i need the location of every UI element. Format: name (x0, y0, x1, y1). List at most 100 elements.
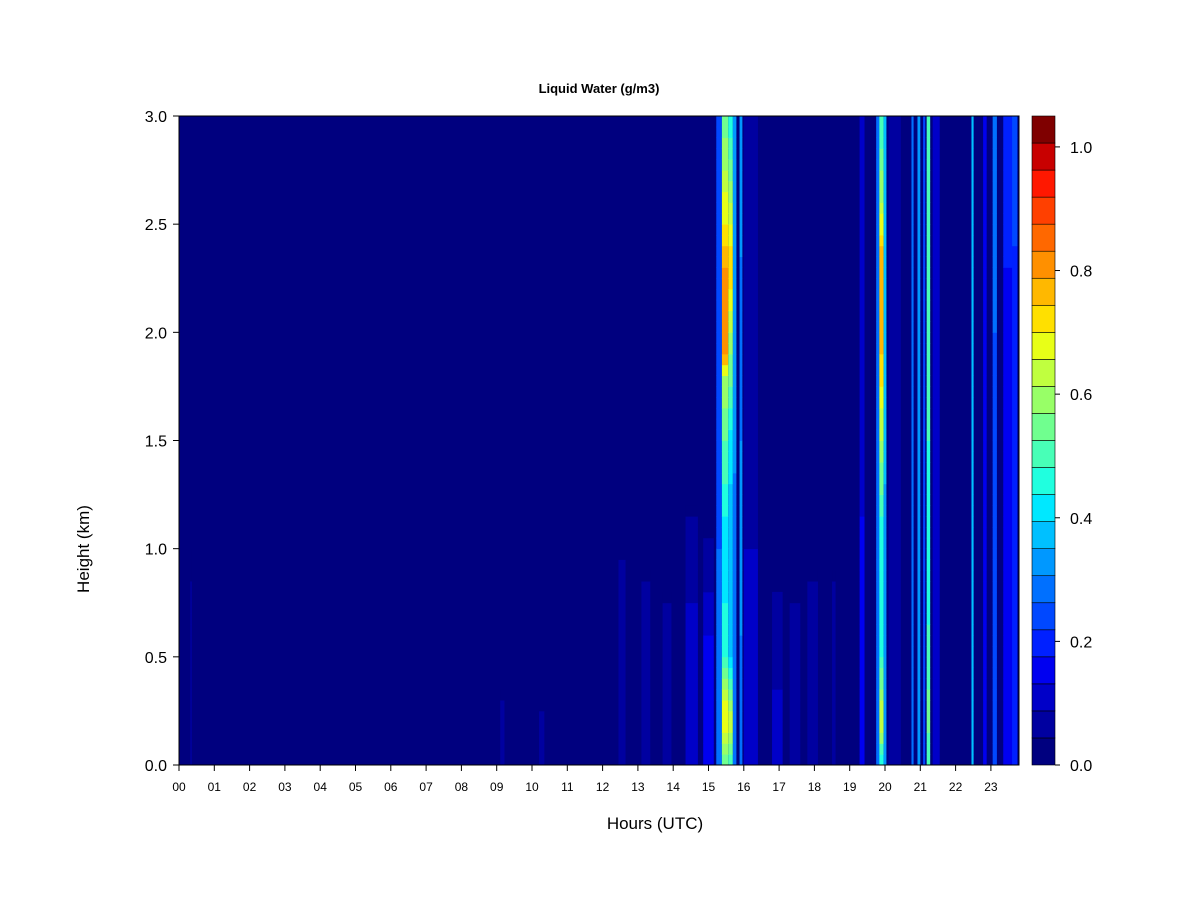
colorbar-swatch (1031, 169, 1056, 198)
heatmap-cell (739, 754, 743, 766)
heatmap-cell (971, 353, 974, 366)
colorbar-swatch (1031, 710, 1056, 739)
heatmap-cell (641, 624, 651, 636)
heatmap-cell (1012, 310, 1018, 322)
heatmap-cell (1003, 613, 1014, 625)
heatmap-cell (743, 278, 758, 290)
heatmap-cell (716, 386, 722, 398)
heatmap-cell (743, 234, 758, 247)
heatmap-cell (728, 418, 733, 431)
heatmap-cell (926, 148, 931, 160)
heatmap-cell (888, 429, 901, 441)
heatmap-cell (743, 656, 758, 669)
heatmap-cell (743, 375, 758, 387)
colorbar-swatch (1031, 521, 1056, 549)
heatmap-cell (772, 754, 783, 766)
heatmap-cell (703, 667, 714, 679)
heatmap-cell (721, 581, 729, 593)
heatmap-cell (876, 591, 882, 604)
heatmap-cell (685, 505, 698, 517)
heatmap-cell (1012, 332, 1018, 344)
heatmap-cell (911, 213, 914, 225)
heatmap-cell (923, 343, 926, 355)
heatmap-cell (1012, 213, 1018, 225)
heatmap-cell (971, 483, 974, 495)
heatmap-cell (732, 353, 737, 366)
heatmap-cell (807, 743, 818, 755)
heatmap-cell (888, 256, 901, 268)
heatmap-cell (1003, 170, 1014, 182)
heatmap-cell (743, 353, 758, 366)
heatmap-cell (917, 602, 921, 614)
heatmap-cell (618, 721, 626, 733)
x-tick-label: 03 (278, 780, 292, 794)
heatmap-cell (923, 537, 926, 550)
heatmap-cell (1003, 224, 1014, 236)
heatmap-cell (888, 602, 901, 614)
x-tick-label: 05 (349, 780, 363, 794)
heatmap-cell (917, 364, 921, 376)
y-tick-label: 2.5 (145, 217, 167, 234)
heatmap-cell (888, 126, 901, 139)
heatmap-cell (923, 591, 926, 604)
heatmap-cell (728, 126, 733, 139)
heatmap-cell (879, 170, 884, 182)
heatmap-cell (983, 581, 987, 593)
heatmap-cell (721, 397, 729, 409)
heatmap-cell (876, 646, 882, 658)
heatmap-cell (983, 310, 987, 322)
heatmap-cell (911, 310, 914, 322)
heatmap-cell (883, 667, 887, 679)
heatmap-cell (721, 278, 729, 290)
heatmap-cell (772, 700, 783, 712)
heatmap-cell (923, 159, 926, 171)
heatmap-cell (739, 343, 743, 355)
heatmap-cell (685, 581, 698, 593)
heatmap-cell (716, 299, 722, 312)
heatmap-cell (789, 591, 801, 604)
heatmap-cell (743, 570, 758, 582)
heatmap-cell (992, 418, 997, 431)
heatmap-cell (879, 646, 884, 658)
heatmap-cell (932, 462, 940, 474)
heatmap-cell (923, 267, 926, 279)
heatmap-cell (879, 678, 884, 690)
heatmap-cell (739, 213, 743, 225)
heatmap-cell (917, 451, 921, 463)
heatmap-cell (716, 483, 722, 495)
heatmap-cell (879, 289, 884, 301)
heatmap-cell (732, 386, 737, 398)
heatmap-cell (983, 137, 987, 149)
heatmap-cell (739, 397, 743, 409)
heatmap-cell (911, 267, 914, 279)
heatmap-cell (888, 559, 901, 571)
heatmap-cell (923, 397, 926, 409)
heatmap-cell (932, 678, 940, 690)
heatmap-cell (932, 624, 940, 636)
heatmap-cell (743, 472, 758, 485)
heatmap-cell (1012, 678, 1018, 690)
heatmap-cell (703, 635, 714, 647)
heatmap-cell (971, 202, 974, 214)
heatmap-cell (728, 591, 733, 604)
heatmap-cell (789, 656, 801, 669)
heatmap-cell (932, 137, 940, 149)
heatmap-cell (932, 440, 940, 452)
heatmap-column (641, 570, 651, 766)
heatmap-cell (971, 397, 974, 409)
heatmap-cell (1003, 429, 1014, 441)
heatmap-cell (685, 721, 698, 733)
heatmap-cell (932, 332, 940, 344)
heatmap-cell (832, 635, 836, 647)
heatmap-cell (500, 732, 505, 744)
heatmap-cell (911, 581, 914, 593)
heatmap-cell (911, 667, 914, 679)
heatmap-cell (932, 581, 940, 593)
heatmap-cell (807, 570, 818, 582)
heatmap-cell (789, 635, 801, 647)
heatmap-cell (539, 732, 545, 744)
heatmap-cell (983, 386, 987, 398)
heatmap-cell (728, 224, 733, 236)
heatmap-cell (739, 451, 743, 463)
heatmap-cell (911, 537, 914, 550)
